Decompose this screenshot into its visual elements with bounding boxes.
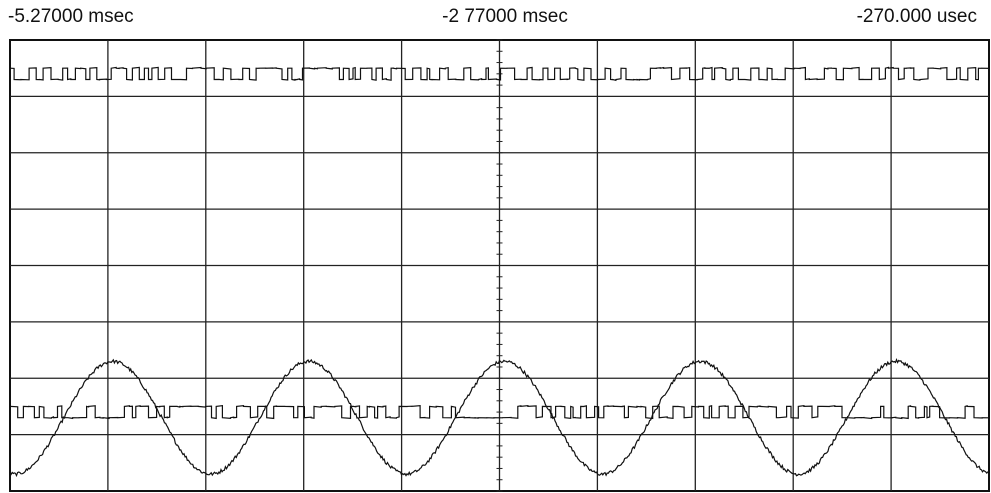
end-time-label: -270.000 usec	[856, 6, 977, 27]
start-time-label: -5.27000 msec	[8, 6, 134, 27]
traces	[9, 66, 990, 478]
graticule	[9, 39, 990, 492]
sine-wave-trace	[9, 358, 990, 478]
top-digital-trace	[9, 66, 990, 82]
lower-digital-trace	[9, 404, 990, 420]
center-time-label: -2 77000 msec	[442, 6, 568, 27]
time-axis-labels: -5.27000 msec -2 77000 msec -270.000 use…	[0, 0, 991, 36]
